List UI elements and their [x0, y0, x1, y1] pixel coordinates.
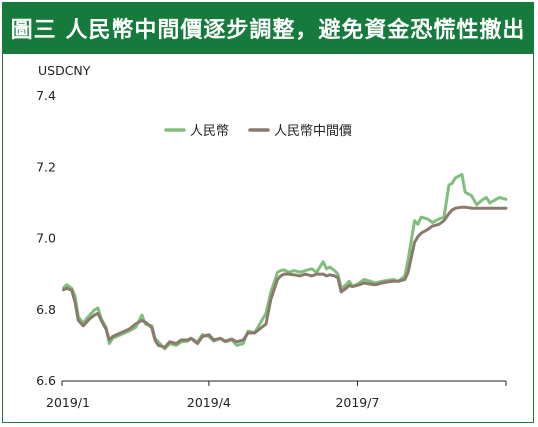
y-tick-label: 7.2 [36, 159, 56, 174]
y-axis-unit-label: USDCNY [38, 63, 91, 78]
series-lines [62, 172, 508, 351]
y-axis-ticks: 6.6 6.8 7.0 7.2 7.4 [36, 88, 56, 388]
y-tick-label: 6.8 [36, 302, 56, 317]
legend-label-0: 人民幣 [190, 124, 229, 139]
series-line-0 [62, 172, 508, 351]
x-axis-ticks: 2019/1 2019/4 2019/7 [46, 381, 507, 410]
y-tick-label: 7.0 [36, 231, 56, 246]
series-line-1 [62, 205, 508, 349]
legend-label-1: 人民幣中間價 [274, 124, 352, 139]
x-tick-label: 2019/1 [46, 395, 90, 410]
x-tick-label: 2019/7 [335, 395, 379, 410]
chart-title: 圖三 人民幣中間價逐步調整，避免資金恐慌性撤出 [2, 2, 534, 54]
y-tick-label: 6.6 [36, 373, 56, 388]
x-tick-label: 2019/4 [187, 395, 231, 410]
y-tick-label: 7.4 [36, 88, 56, 103]
legend: 人民幣 人民幣中間價 [164, 124, 352, 139]
